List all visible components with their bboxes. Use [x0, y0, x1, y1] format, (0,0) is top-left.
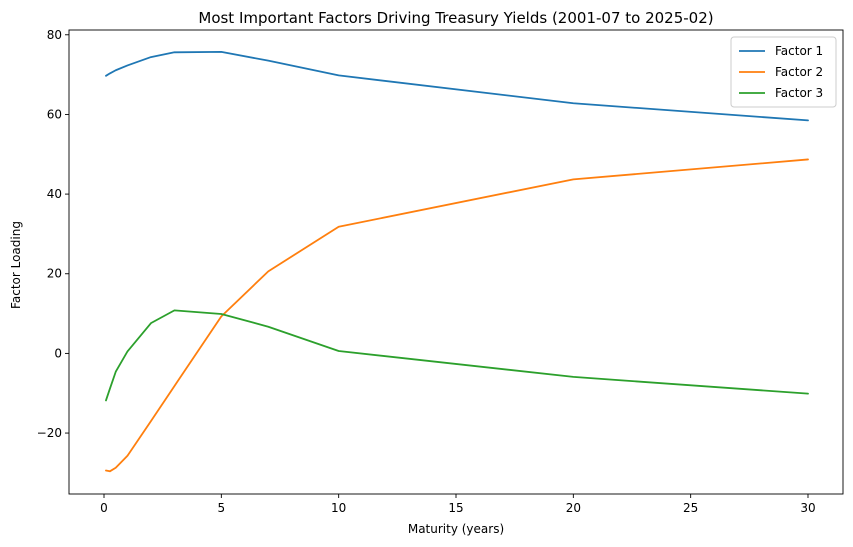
x-tick-label: 10 [331, 501, 346, 515]
x-tick-label: 5 [218, 501, 226, 515]
y-tick-label: 0 [54, 346, 62, 360]
x-tick-label: 15 [448, 501, 463, 515]
plot-area [68, 29, 844, 495]
legend: Factor 1 Factor 2 Factor 3 [730, 36, 837, 108]
legend-box [730, 36, 837, 108]
x-tick-label: 25 [683, 501, 698, 515]
x-tick-label: 0 [100, 501, 108, 515]
legend-label-2: Factor 2 [775, 65, 823, 79]
y-axis: −20 0 20 40 60 80 [37, 28, 69, 440]
legend-label-3: Factor 3 [775, 86, 823, 100]
series-line-2 [105, 158, 809, 473]
x-axis: 0 5 10 15 20 25 30 [100, 494, 816, 515]
y-tick-label: 80 [47, 28, 62, 42]
y-tick-label: 20 [47, 267, 62, 281]
y-axis-title: Factor Loading [9, 221, 23, 309]
y-tick-label: 60 [47, 107, 62, 121]
series-line-3 [105, 309, 809, 402]
legend-label-1: Factor 1 [775, 44, 823, 58]
x-tick-label: 20 [566, 501, 581, 515]
plot-frame [68, 29, 844, 495]
x-tick-label: 30 [800, 501, 815, 515]
series-line-1 [105, 51, 809, 122]
chart-title: Most Important Factors Driving Treasury … [198, 9, 713, 27]
y-tick-label: −20 [37, 426, 62, 440]
y-tick-label: 40 [47, 187, 62, 201]
x-axis-title: Maturity (years) [408, 522, 504, 536]
